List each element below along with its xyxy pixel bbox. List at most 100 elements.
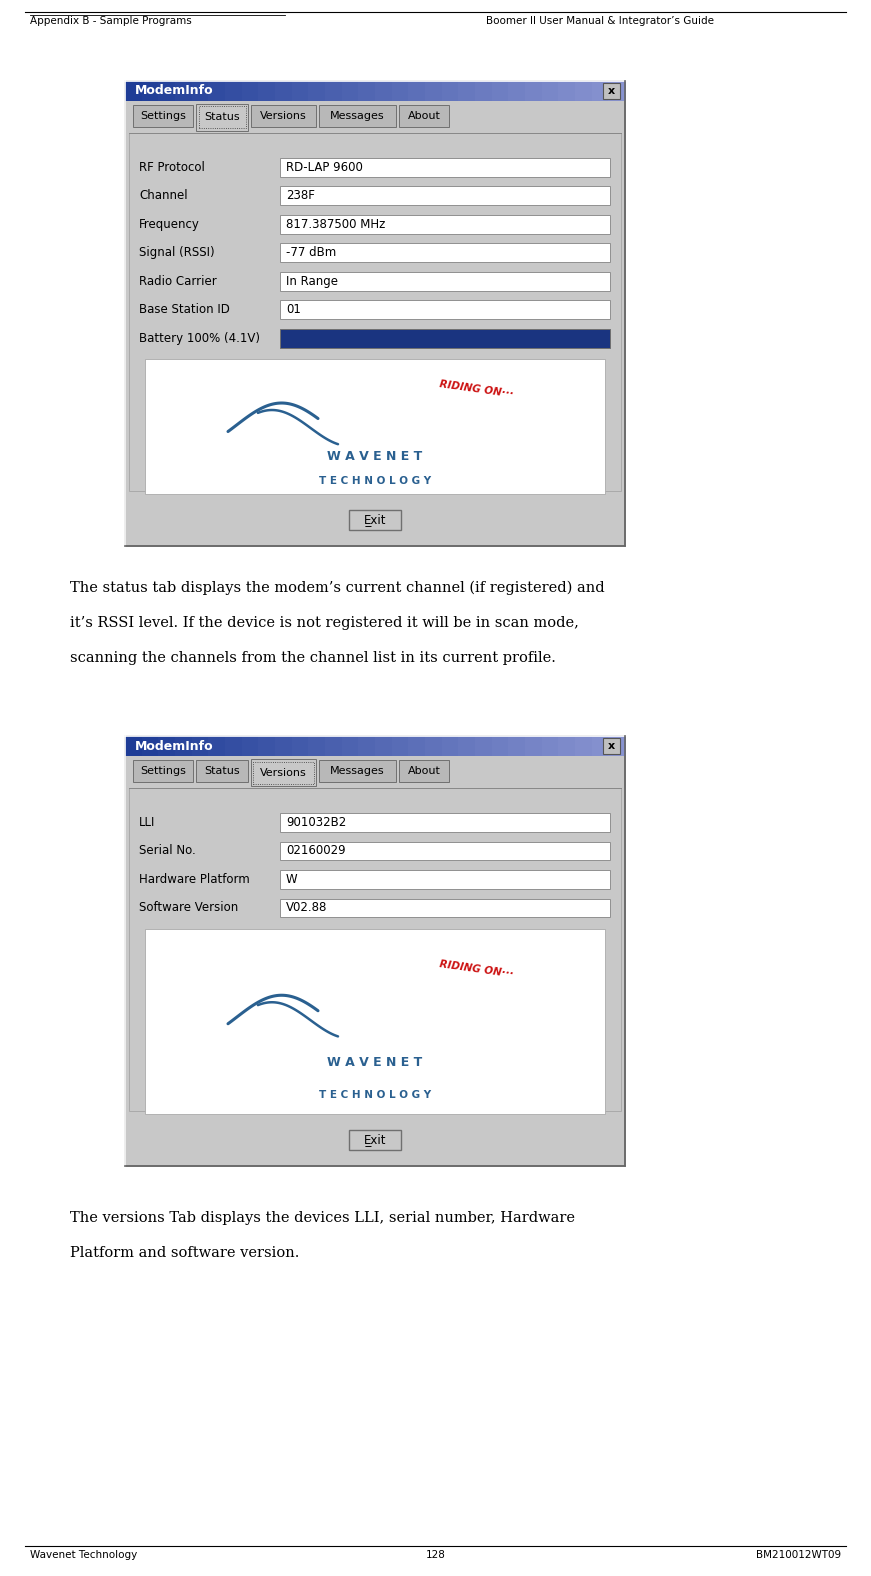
Bar — [125, 80, 625, 545]
Bar — [341, 80, 360, 101]
Text: Frequency: Frequency — [139, 217, 199, 230]
Text: The status tab displays the modem’s current channel (if registered) and: The status tab displays the modem’s curr… — [70, 582, 604, 596]
Bar — [392, 736, 409, 756]
Bar — [280, 273, 610, 290]
Text: Settings: Settings — [140, 110, 186, 121]
Bar — [491, 736, 510, 756]
Text: Wavenet Technology: Wavenet Technology — [30, 1551, 138, 1560]
Bar — [159, 736, 176, 756]
Bar — [280, 244, 610, 262]
Text: RD-LAP 9600: RD-LAP 9600 — [286, 161, 363, 173]
Bar — [608, 80, 626, 101]
Text: Messages: Messages — [330, 110, 385, 121]
Text: RF Protocol: RF Protocol — [139, 161, 205, 173]
Bar — [542, 80, 559, 101]
Bar — [192, 80, 209, 101]
Text: Versions: Versions — [260, 768, 307, 777]
Bar — [375, 736, 393, 756]
Bar — [509, 736, 526, 756]
Bar — [253, 761, 314, 783]
Bar — [442, 80, 459, 101]
Bar — [408, 736, 426, 756]
Text: Appendix B - Sample Programs: Appendix B - Sample Programs — [30, 16, 192, 25]
Bar — [280, 301, 610, 318]
Bar — [251, 106, 316, 128]
Text: W A V E N E T: W A V E N E T — [327, 1056, 422, 1069]
Bar — [196, 760, 248, 782]
Bar — [125, 80, 143, 101]
Text: Versions: Versions — [260, 110, 307, 121]
Bar — [280, 186, 610, 205]
Text: BM210012WT09: BM210012WT09 — [756, 1551, 841, 1560]
Text: Status: Status — [204, 766, 240, 775]
Bar — [358, 736, 376, 756]
Bar — [133, 106, 193, 128]
Text: Status: Status — [204, 112, 240, 123]
Text: scanning the channels from the channel list in its current profile.: scanning the channels from the channel l… — [70, 651, 556, 665]
Bar — [525, 736, 543, 756]
Bar — [275, 80, 293, 101]
Bar — [292, 736, 309, 756]
Text: 901032B2: 901032B2 — [286, 816, 347, 829]
Bar — [591, 80, 610, 101]
Bar — [259, 80, 276, 101]
Bar — [208, 80, 226, 101]
Text: E̲xit: E̲xit — [364, 1133, 386, 1146]
Bar — [275, 736, 293, 756]
Bar — [175, 80, 192, 101]
Bar — [358, 80, 376, 101]
Text: ModemInfo: ModemInfo — [135, 739, 213, 752]
Bar — [399, 760, 449, 782]
Text: Hardware Platform: Hardware Platform — [139, 873, 250, 886]
Text: Settings: Settings — [140, 766, 186, 775]
Bar — [491, 80, 510, 101]
Text: ModemInfo: ModemInfo — [135, 85, 213, 98]
Text: V02.88: V02.88 — [286, 901, 327, 914]
Bar — [542, 736, 559, 756]
Text: T E C H N O L O G Y: T E C H N O L O G Y — [319, 1091, 431, 1100]
Bar — [192, 736, 209, 756]
Text: About: About — [408, 766, 441, 775]
Bar — [575, 736, 592, 756]
Bar — [558, 736, 576, 756]
Bar — [341, 736, 360, 756]
Bar — [525, 80, 543, 101]
Text: RIDING ON···: RIDING ON··· — [439, 960, 514, 980]
Bar — [280, 329, 610, 347]
Bar — [129, 132, 621, 492]
Text: Battery 100% (4.1V): Battery 100% (4.1V) — [139, 333, 260, 345]
Bar — [458, 80, 476, 101]
Text: T E C H N O L O G Y: T E C H N O L O G Y — [319, 476, 431, 485]
Bar — [241, 80, 260, 101]
Text: Radio Carrier: Radio Carrier — [139, 274, 217, 288]
Bar — [603, 738, 620, 753]
Text: 02160029: 02160029 — [286, 845, 346, 857]
Bar — [603, 84, 620, 99]
Text: 01: 01 — [286, 303, 300, 317]
Bar — [308, 80, 326, 101]
Bar — [399, 106, 449, 128]
Bar — [349, 511, 401, 530]
Text: LLI: LLI — [139, 816, 155, 829]
Bar — [475, 736, 493, 756]
Bar — [280, 158, 610, 177]
Bar — [308, 736, 326, 756]
Bar — [325, 80, 342, 101]
Bar — [319, 106, 396, 128]
Text: RIDING ON···: RIDING ON··· — [439, 378, 514, 399]
Text: In Range: In Range — [286, 274, 338, 288]
Text: W A V E N E T: W A V E N E T — [327, 449, 422, 463]
Bar — [425, 736, 442, 756]
Bar — [280, 870, 610, 889]
Text: The versions Tab displays the devices LLI, serial number, Hardware: The versions Tab displays the devices LL… — [70, 1210, 575, 1225]
Bar — [442, 736, 459, 756]
Bar — [408, 80, 426, 101]
Text: 238F: 238F — [286, 189, 315, 202]
Bar — [392, 80, 409, 101]
Bar — [475, 80, 493, 101]
Bar — [145, 928, 605, 1114]
Bar — [199, 107, 246, 129]
Text: Messages: Messages — [330, 766, 385, 775]
Bar — [251, 760, 316, 786]
Bar — [145, 359, 605, 493]
